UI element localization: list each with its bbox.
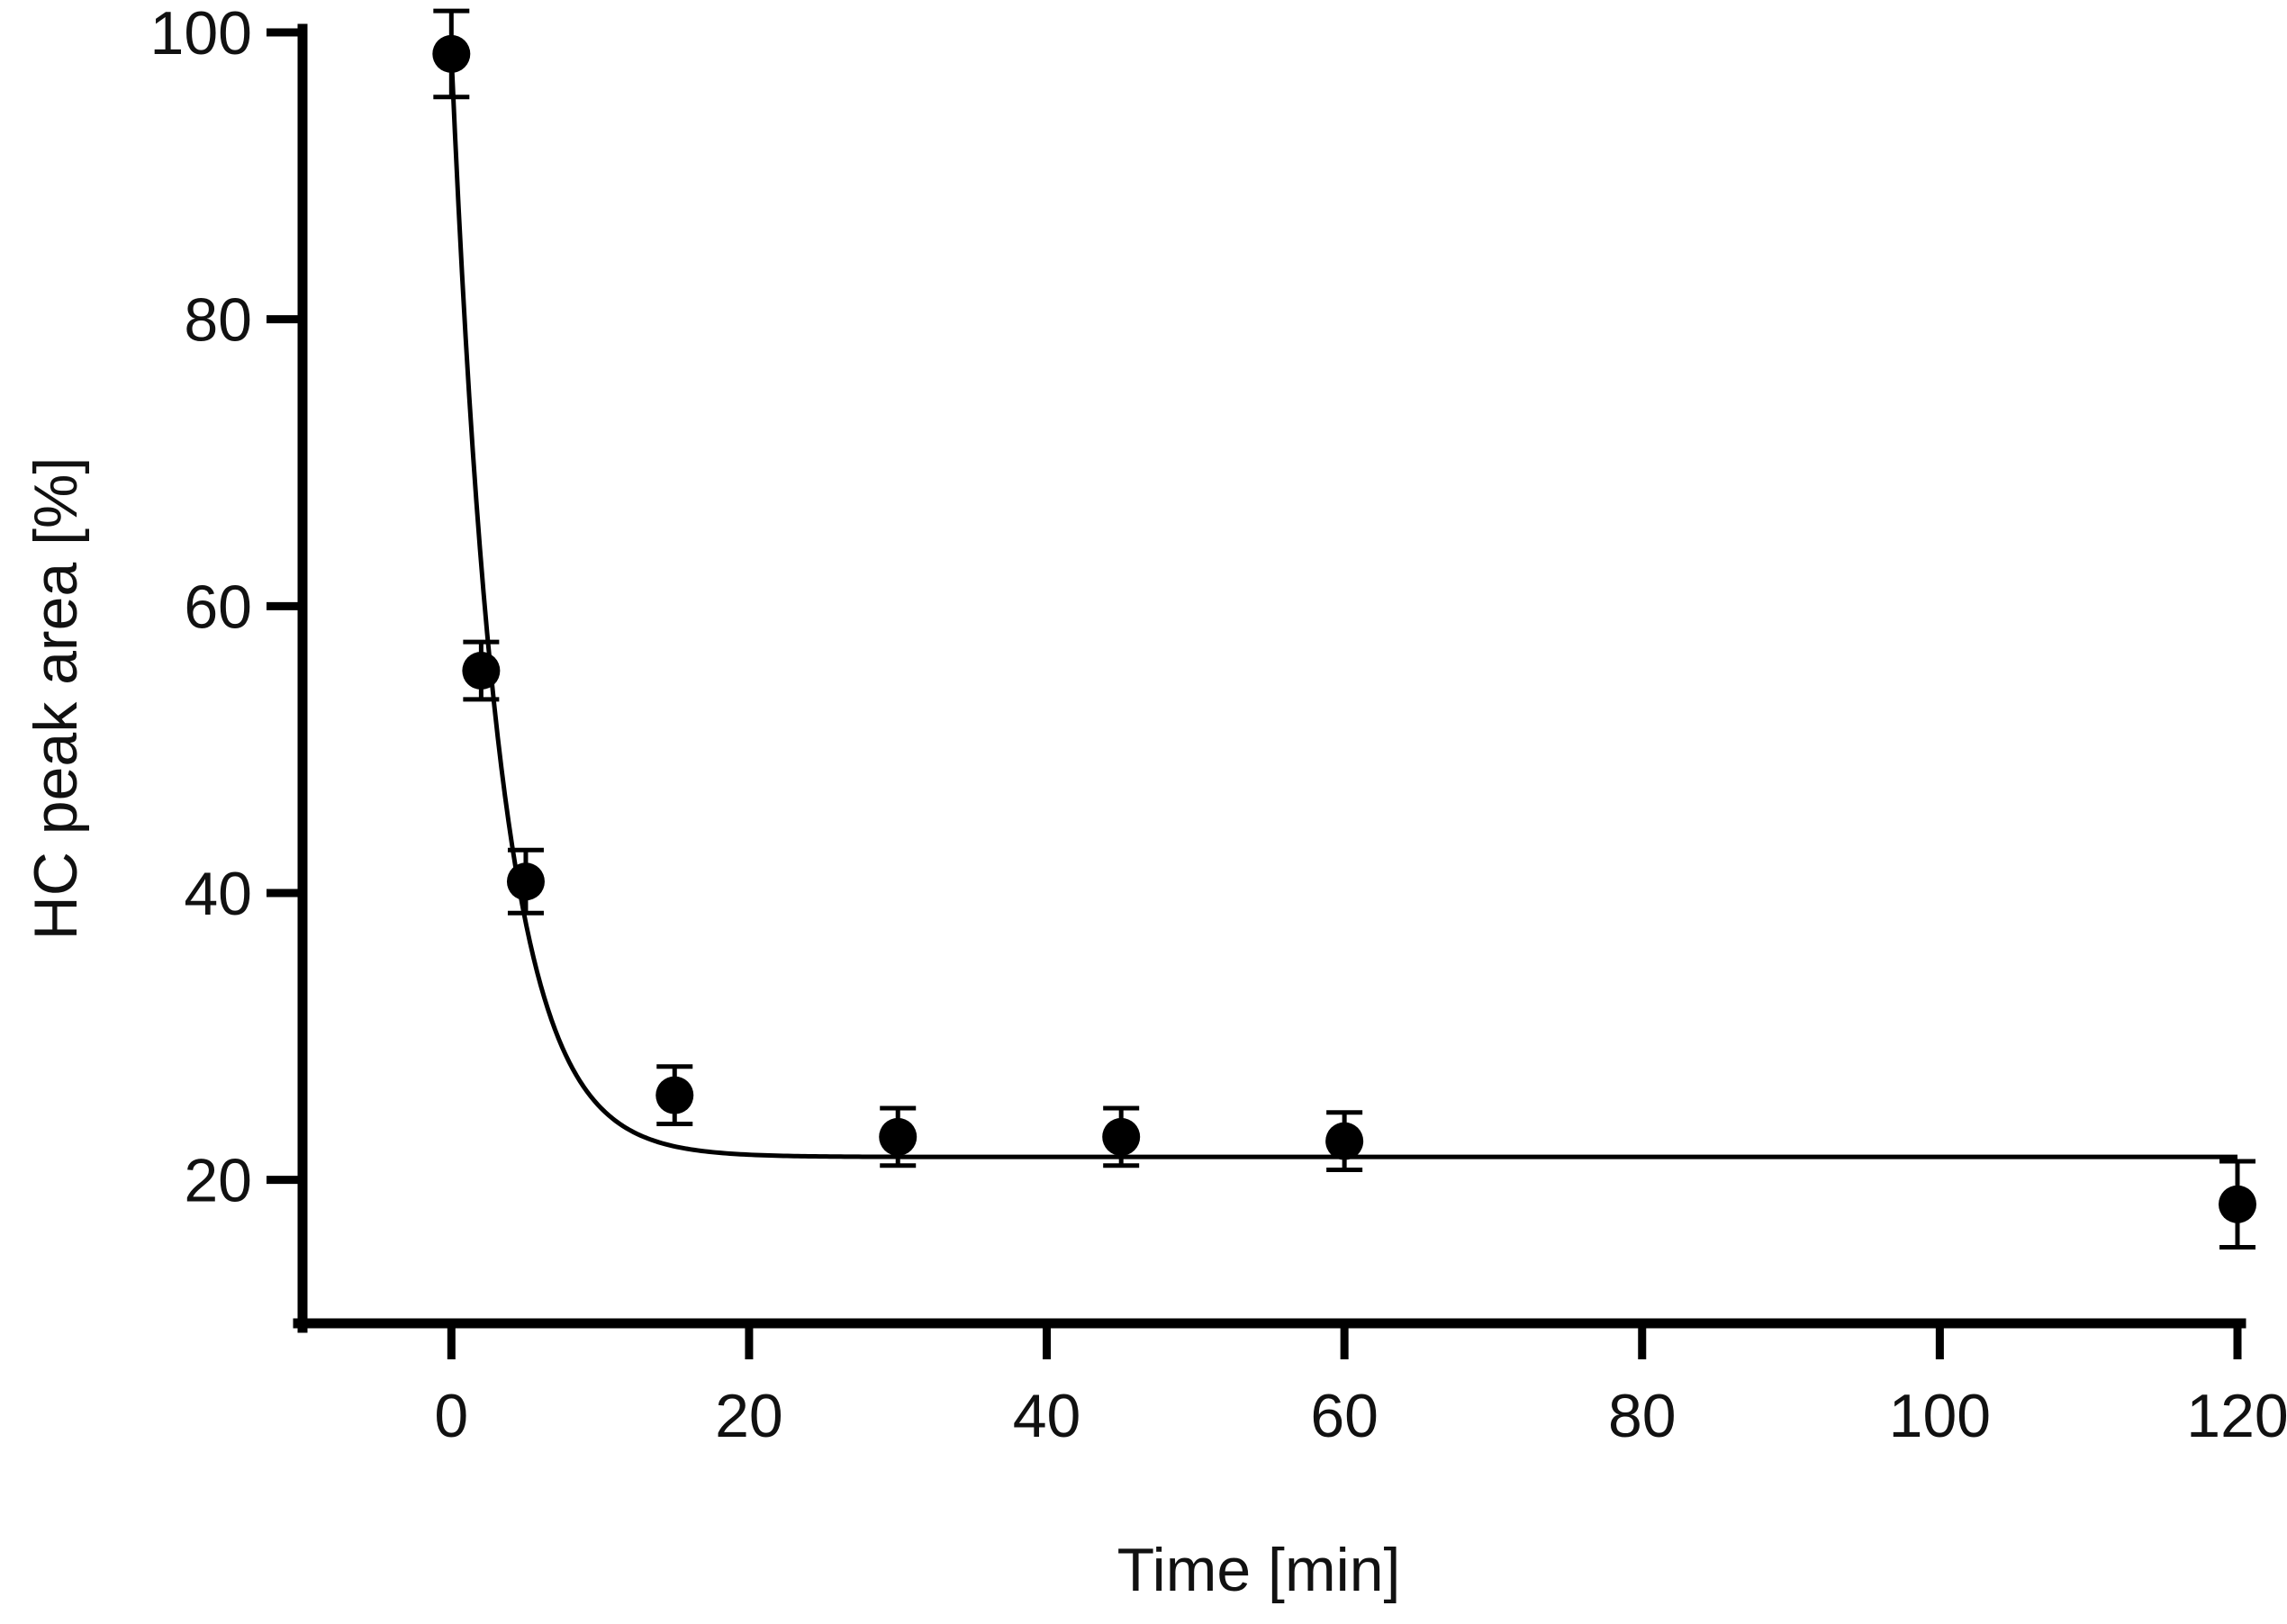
y-tick-label: 20 <box>184 1147 252 1215</box>
data-point <box>432 34 471 73</box>
x-tick-label: 0 <box>434 1382 468 1450</box>
y-tick-label: 80 <box>184 286 252 355</box>
axes: 20 40 60 80 100 0 20 40 60 80 100 120 <box>150 0 2287 1450</box>
y-tick-label: 60 <box>184 573 252 641</box>
x-tick-label: 120 <box>2186 1382 2287 1450</box>
y-tick-label: 100 <box>150 0 252 68</box>
x-tick-label: 20 <box>715 1382 783 1450</box>
data-point <box>655 1076 694 1114</box>
data-point <box>1102 1117 1141 1156</box>
fit-curve-group <box>448 53 2237 1159</box>
data-point <box>462 652 501 690</box>
data-point <box>879 1117 918 1156</box>
data-points <box>432 8 2256 1250</box>
fit-curve <box>448 53 2237 1159</box>
data-point <box>1325 1122 1364 1160</box>
x-tick-label: 40 <box>1013 1382 1081 1450</box>
x-axis-title: Time [min] <box>1117 1536 1401 1604</box>
x-tick-label: 100 <box>1889 1382 1991 1450</box>
y-tick-label: 40 <box>184 860 252 928</box>
y-axis-title: HC peak area [%] <box>22 457 90 941</box>
data-point <box>2219 1185 2256 1223</box>
x-tick-label: 60 <box>1310 1382 1379 1450</box>
data-point <box>506 862 545 901</box>
x-tick-label: 80 <box>1608 1382 1677 1450</box>
